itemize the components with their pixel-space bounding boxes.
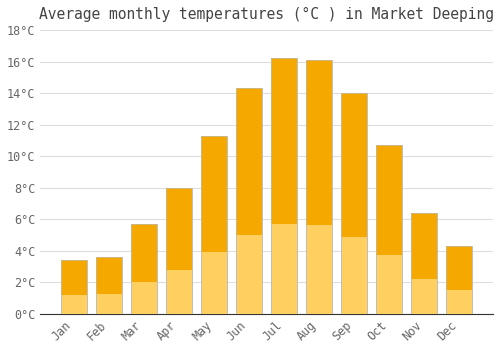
Bar (166, 188, 192, 270)
Bar (236, 89, 262, 235)
Bar (166, 188, 192, 314)
Bar (411, 213, 438, 279)
Bar (306, 60, 332, 314)
Bar (236, 89, 262, 314)
Bar (271, 58, 297, 224)
Bar (131, 224, 157, 314)
Bar (61, 260, 87, 314)
Bar (61, 260, 87, 314)
Bar (306, 60, 332, 225)
Bar (236, 89, 262, 314)
Bar (376, 145, 402, 314)
Bar (61, 260, 87, 295)
Bar (376, 145, 402, 314)
Bar (446, 246, 472, 314)
Bar (131, 224, 157, 282)
Bar (306, 60, 332, 314)
Bar (201, 136, 228, 314)
Bar (131, 224, 157, 314)
Bar (271, 58, 297, 314)
Bar (201, 136, 228, 252)
Bar (411, 213, 438, 314)
Bar (96, 257, 122, 294)
Bar (271, 58, 297, 314)
Bar (411, 213, 438, 314)
Bar (166, 188, 192, 314)
Bar (341, 93, 367, 314)
Bar (376, 145, 402, 255)
Bar (201, 136, 228, 314)
Bar (96, 257, 122, 314)
Bar (96, 257, 122, 314)
Bar (341, 93, 367, 314)
Bar (446, 246, 472, 314)
Bar (446, 246, 472, 290)
Bar (341, 93, 367, 237)
Title: Average monthly temperatures (°C ) in Market Deeping: Average monthly temperatures (°C ) in Ma… (39, 7, 494, 22)
